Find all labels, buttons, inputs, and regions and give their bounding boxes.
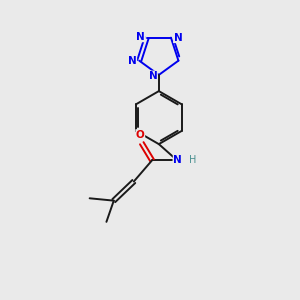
Text: N: N (174, 33, 182, 43)
Text: N: N (148, 71, 158, 81)
Text: H: H (190, 155, 197, 165)
Text: N: N (128, 56, 136, 66)
Text: O: O (136, 130, 145, 140)
Text: N: N (136, 32, 145, 42)
Text: N: N (173, 155, 182, 165)
